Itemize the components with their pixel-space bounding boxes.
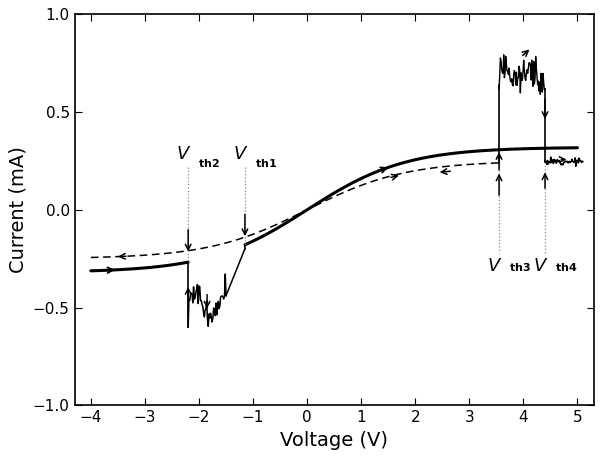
Text: $V$: $V$ (176, 145, 191, 163)
Text: $\mathregular{th4}$: $\mathregular{th4}$ (554, 261, 577, 273)
Y-axis label: Current (mA): Current (mA) (8, 147, 27, 273)
Text: $V$: $V$ (533, 256, 548, 275)
Text: $V$: $V$ (487, 256, 503, 275)
Text: $\mathregular{th3}$: $\mathregular{th3}$ (509, 261, 531, 273)
Text: $\mathregular{th1}$: $\mathregular{th1}$ (255, 157, 277, 169)
Text: $V$: $V$ (233, 145, 248, 163)
Text: $\mathregular{th2}$: $\mathregular{th2}$ (198, 157, 220, 169)
X-axis label: Voltage (V): Voltage (V) (280, 431, 388, 450)
